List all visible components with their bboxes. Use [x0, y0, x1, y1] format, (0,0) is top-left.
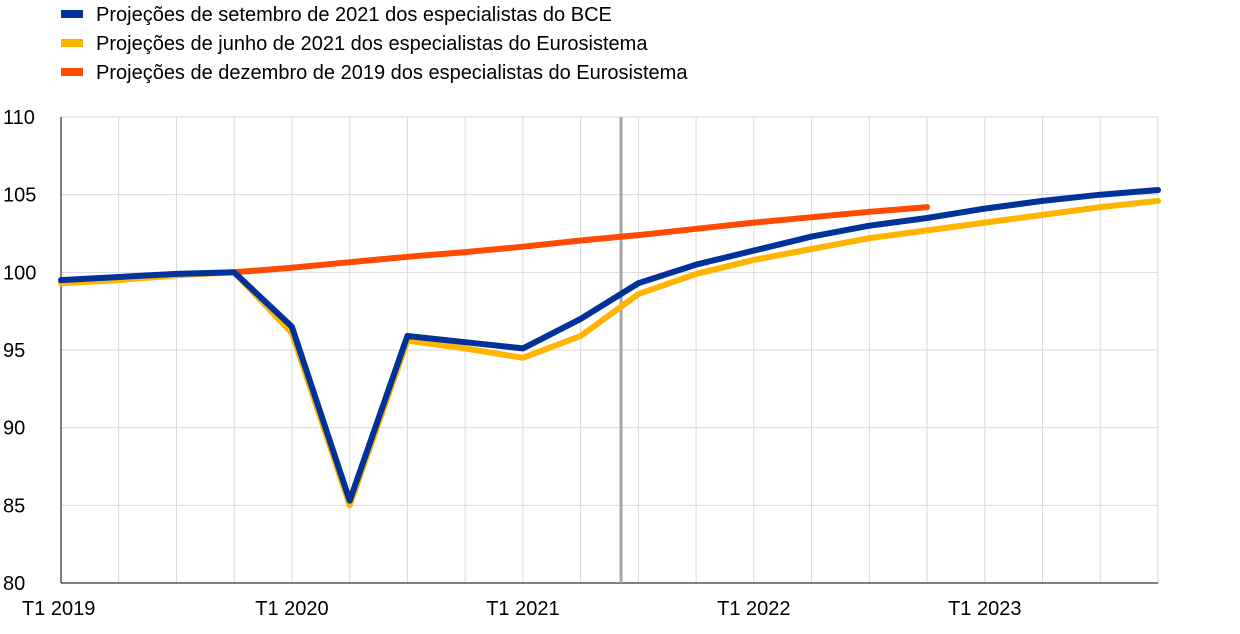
y-tick-label: 85 — [3, 495, 25, 517]
series-line-0 — [231, 204, 931, 276]
x-tick-label: T1 2023 — [948, 598, 1021, 620]
chart-gridlines — [61, 116, 1159, 583]
y-tick-label: 110 — [3, 107, 35, 129]
x-tick-label: T1 2019 — [22, 598, 95, 620]
y-tick-label: 80 — [3, 573, 25, 595]
x-tick-label: T1 2022 — [717, 598, 790, 620]
x-tick-label: T1 2021 — [486, 598, 559, 620]
chart-series-lines — [58, 187, 1161, 509]
chart-tick-labels: 80 85 90 95 100 105 110 T1 2019 T1 2020 T1 2021 T1… — [3, 107, 1021, 620]
y-tick-label: 95 — [3, 340, 25, 362]
series-line-2 — [58, 187, 1161, 504]
y-tick-label: 90 — [3, 418, 25, 440]
legend-swatch — [61, 39, 83, 47]
y-tick-label: 105 — [3, 185, 36, 207]
legend-swatch — [61, 10, 83, 18]
chart-axes — [60, 117, 1158, 584]
y-tick-label: 100 — [3, 262, 36, 284]
legend-swatch — [61, 68, 83, 76]
legend-label: Projeções de dezembro de 2019 dos especi… — [96, 62, 688, 84]
series-line-1 — [58, 197, 1161, 509]
x-tick-label: T1 2020 — [255, 598, 328, 620]
legend-label: Projeções de setembro de 2021 dos especi… — [96, 4, 612, 26]
chart-legend: Projeções de setembro de 2021 dos especi… — [61, 4, 688, 84]
legend-label: Projeções de junho de 2021 dos especiali… — [96, 33, 648, 55]
